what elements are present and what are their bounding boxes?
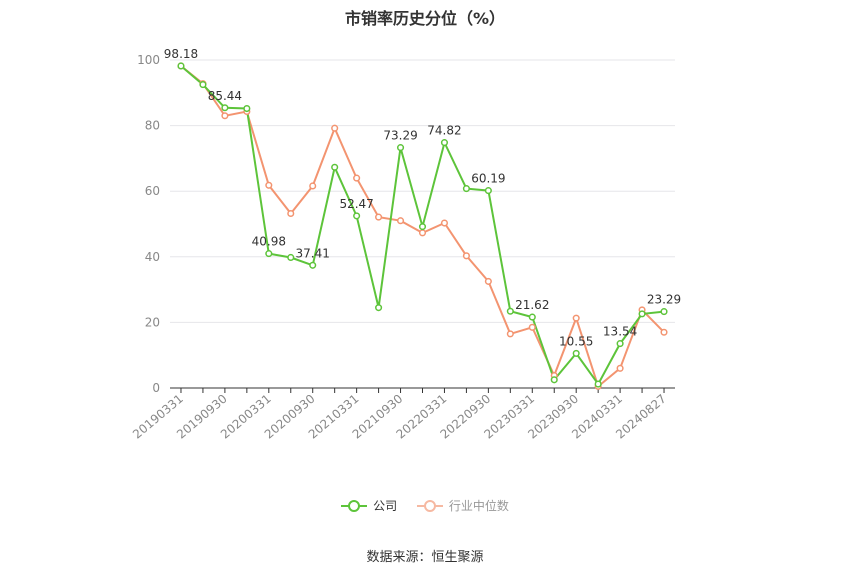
data-point-company (660, 308, 668, 316)
data-point-industry (353, 174, 361, 182)
data-point-company (506, 307, 514, 315)
data-point-industry (462, 252, 470, 260)
data-point-company (287, 253, 295, 262)
data-point-industry (221, 112, 229, 120)
data-label: 23.29 (647, 293, 681, 307)
data-point-company (396, 144, 405, 152)
data-point-company (375, 304, 383, 312)
data-point-company (484, 187, 492, 195)
data-point-company (594, 380, 602, 388)
data-label: 73.29 (383, 129, 417, 143)
data-source: 数据来源：恒生聚源 (366, 550, 484, 565)
data-label: 40.98 (252, 235, 286, 249)
data-point-company (177, 62, 185, 70)
y-tick-label: 60 (145, 184, 160, 198)
chart-title: 市销率历史分位（%） (344, 9, 506, 28)
y-tick-label: 20 (145, 315, 160, 329)
data-label: 85.44 (208, 89, 242, 103)
line-chart: 0204060801002019033120190930202003312020… (130, 47, 681, 442)
y-tick-label: 0 (152, 381, 160, 395)
data-point-industry (528, 323, 536, 331)
data-label: 10.55 (559, 334, 593, 348)
data-point-company (221, 104, 229, 112)
legend-industry-label: 行业中位数 (448, 499, 509, 513)
data-point-industry (506, 330, 514, 338)
legend: 公司 行业中位数 (0, 497, 850, 516)
y-tick-label: 100 (137, 53, 160, 67)
data-point-company (243, 104, 251, 113)
data-point-industry (660, 328, 668, 336)
data-point-company (309, 261, 317, 269)
data-label: 13.54 (603, 325, 637, 339)
data-point-company (440, 139, 449, 147)
legend-company-marker-icon (341, 499, 368, 512)
data-point-company (418, 223, 427, 231)
y-tick-label: 40 (145, 250, 160, 264)
data-point-industry (331, 124, 339, 132)
data-label: 52.47 (339, 197, 373, 211)
data-label: 21.62 (515, 298, 549, 312)
data-point-industry (309, 182, 317, 190)
data-point-company (528, 313, 536, 321)
data-point-industry (572, 314, 580, 322)
data-point-industry (375, 213, 383, 221)
data-point-company (265, 250, 273, 258)
legend-industry-marker-icon (416, 499, 443, 512)
data-point-industry (396, 217, 405, 225)
data-label: 98.18 (164, 47, 198, 61)
data-label: 37.41 (296, 246, 330, 260)
data-point-company (572, 349, 580, 357)
data-point-industry (265, 181, 273, 189)
data-point-industry (440, 219, 449, 227)
data-point-company (331, 163, 339, 171)
data-point-industry (616, 364, 624, 372)
legend-company-label: 公司 (373, 499, 398, 513)
data-point-company (638, 310, 646, 318)
data-point-company (616, 340, 624, 348)
legend-item-company[interactable]: 公司 (341, 497, 397, 514)
data-point-industry (418, 229, 427, 237)
data-label: 60.19 (471, 172, 505, 186)
data-point-company (199, 81, 207, 89)
legend-item-industry[interactable]: 行业中位数 (416, 497, 509, 514)
data-point-industry (484, 277, 492, 285)
data-point-company (550, 376, 558, 384)
data-label: 74.82 (427, 124, 461, 138)
data-point-company (353, 212, 361, 220)
data-point-industry (287, 209, 295, 218)
data-point-company (462, 185, 470, 193)
y-tick-label: 80 (145, 119, 160, 133)
